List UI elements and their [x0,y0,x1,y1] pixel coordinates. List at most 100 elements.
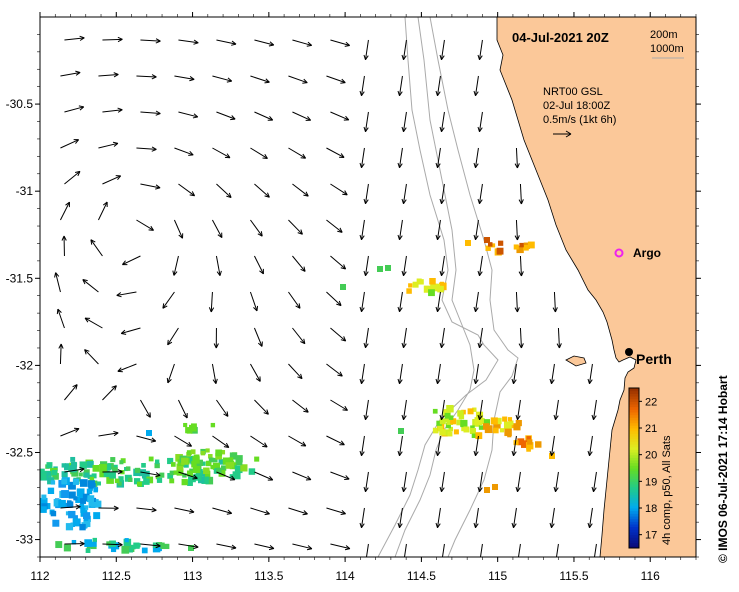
sst-pixel [175,454,183,462]
x-tick-label: 114 [336,569,355,583]
current-arrow [330,471,350,480]
current-arrow-head-icon [305,116,312,121]
current-arrow [288,435,307,447]
sst-pixel [201,476,209,484]
current-arrow [97,201,108,221]
current-arrow [211,363,217,384]
current-arrow [250,507,270,515]
colorbar-swatch [629,412,639,416]
current-arrow-head-icon [79,466,85,473]
current-arrow-head-icon [61,235,67,241]
current-arrow [402,471,407,492]
current-arrow-head-icon [122,260,128,266]
sst-pixel [41,494,47,500]
colorbar-swatch [629,465,639,469]
current-arrow [515,219,518,241]
sst-pixel [446,418,454,425]
sst-pixel [71,539,77,545]
current-arrow-head-icon [337,227,343,233]
sst-pixel [146,476,154,484]
sst-pixel [79,461,87,469]
sst-pixel [193,454,200,461]
credit-text: © IMOS 06-Jul-2021 17:14 Hobart [716,375,730,563]
current-arrow-head-icon [217,232,223,239]
current-arrow-head-icon [155,542,161,549]
current-arrow [64,384,78,401]
current-arrow-head-icon [145,412,151,418]
sst-pixel [169,478,175,484]
sst-pixel [65,511,70,516]
sst-pixel [186,450,192,456]
current-arrow-head-icon [267,115,274,121]
current-arrow-head-icon [397,522,403,529]
sst-pixel [504,428,512,437]
sst-pixel [408,283,413,288]
current-arrow-head-icon [339,153,345,158]
sst-pixel [200,450,206,456]
sst-pixel [114,478,120,484]
current-arrow-head-icon [401,54,407,61]
current-arrow-head-icon [587,522,593,529]
sst-pixel [474,417,483,426]
current-arrow [441,543,445,557]
sst-pixel [535,441,542,448]
current-arrow [512,507,517,528]
current-arrow-head-icon [306,545,313,551]
current-arrow-head-icon [363,342,369,349]
current-arrow [292,327,306,345]
current-arrow-head-icon [511,522,517,529]
colorbar-swatch [629,420,639,424]
current-arrow-head-icon [186,441,193,447]
sst-pixel [61,471,68,478]
isobath-shelf-edge [429,17,519,557]
sst-pixel [205,448,210,453]
sst-pixel [92,537,97,543]
sst-pixel [85,548,91,553]
sst-pixel [65,523,74,531]
colorbar-swatch [629,494,639,498]
sst-pixel [190,449,196,455]
sst-pixel [68,491,76,499]
current-arrow [519,327,522,349]
sst-pixel [155,459,160,464]
sst-pixel [228,457,234,462]
current-arrow-head-icon [518,271,524,277]
current-arrow [364,183,369,204]
current-arrow-head-icon [155,38,161,44]
current-arrow [478,327,483,348]
colorbar-tick-label: 21 [645,423,657,435]
current-arrow-head-icon [257,341,263,347]
colorbar-swatch [629,430,639,434]
colorbar-swatch [629,452,639,456]
current-arrow-head-icon [268,41,275,47]
current-arrow-head-icon [439,198,445,205]
current-arrow [250,219,263,237]
colorbar-swatch [629,516,639,520]
sst-pixel [86,460,94,468]
current-arrow [326,147,345,158]
current-arrow [479,543,483,557]
sst-pixel [437,425,443,432]
colorbar-swatch [629,393,639,397]
sst-pixel [68,481,76,490]
sst-pixel [148,456,154,462]
current-arrow [140,399,151,418]
current-arrow [250,147,268,159]
colorbar-swatch [629,510,639,514]
sst-pixel [513,244,519,250]
sst-pixel [225,462,233,469]
colorbar-swatch [629,500,639,504]
current-arrow [398,147,403,168]
sst-pixel [436,420,442,427]
sst-pixel [123,538,132,547]
current-arrow-head-icon [477,54,483,61]
current-arrow-head-icon [84,317,91,323]
current-arrow [292,255,306,272]
current-arrow [478,471,483,492]
sst-pixel [181,478,188,486]
current-arrow [292,543,313,550]
sst-pixel [66,500,72,505]
current-arrow [588,363,593,384]
perth-marker-icon [625,348,633,356]
current-arrow [60,139,79,149]
